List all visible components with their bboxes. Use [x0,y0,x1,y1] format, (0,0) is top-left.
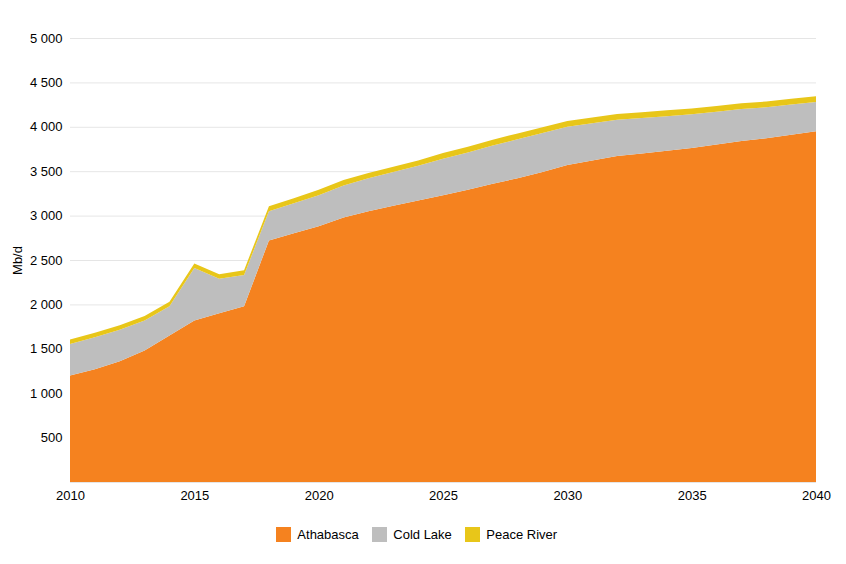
svg-text:Mb/d: Mb/d [10,246,25,275]
html-text:Cold Lake: Cold Lake [393,527,452,542]
svg-text:2010: 2010 [56,488,85,503]
svg-text:3 000: 3 000 [30,208,63,223]
html-text:Athabasca: Athabasca [297,527,359,542]
svg-text:3 500: 3 500 [30,164,63,179]
svg-text:2025: 2025 [429,488,458,503]
svg-text:1 000: 1 000 [30,386,63,401]
svg-text:2015: 2015 [180,488,209,503]
svg-text:2040: 2040 [802,488,831,503]
svg-text:500: 500 [41,430,63,445]
svg-text:5 000: 5 000 [30,31,63,46]
svg-text:2020: 2020 [305,488,334,503]
svg-text:4 500: 4 500 [30,75,63,90]
svg-text:2035: 2035 [678,488,707,503]
svg-text:4 000: 4 000 [30,119,63,134]
svg-text:2 500: 2 500 [30,253,63,268]
svg-text:2030: 2030 [553,488,582,503]
svg-text:1 500: 1 500 [30,341,63,356]
html-text:Peace River: Peace River [486,527,558,542]
svg-text:2 000: 2 000 [30,297,63,312]
